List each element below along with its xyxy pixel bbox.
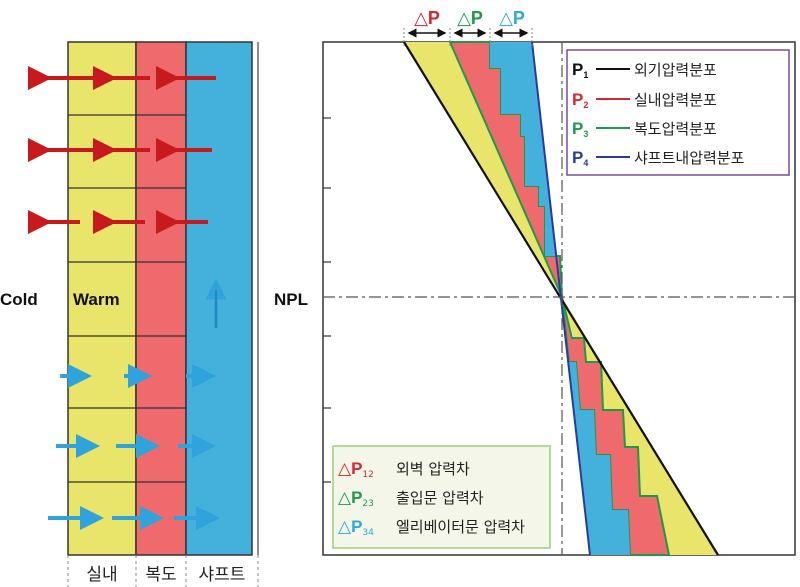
- svg-text:엘리베이터문 압력차: 엘리베이터문 압력차: [396, 518, 525, 536]
- delta-p12-top-label: △P: [414, 8, 440, 29]
- p4-shaft-pressure-line: [531, 41, 591, 556]
- svg-text:복도압력분포: 복도압력분포: [634, 120, 717, 138]
- svg-text:출입문 압력차: 출입문 압력차: [396, 489, 484, 507]
- inflow-arrows: [48, 364, 220, 530]
- area-legend-box: [332, 445, 551, 549]
- building-section: Cold Warm 실내 복도 샤프트: [0, 41, 259, 587]
- svg-text:샤프트내압력분포: 샤프트내압력분포: [634, 149, 745, 167]
- legend-item-p4: P4 샤프트내압력분포: [572, 148, 745, 168]
- zone-label-indoor: 실내: [86, 565, 117, 585]
- zone-label-dividers: [67, 555, 259, 587]
- svg-text:P3: P3: [572, 119, 588, 139]
- svg-text:P1: P1: [572, 60, 588, 80]
- legend-item-p1: P1 외기압력분포: [572, 60, 717, 80]
- corridor-zone: [135, 41, 187, 556]
- pressure-line-legend: P1 외기압력분포 P2 실내압력분포 P3 복도압력분포 P4 샤프트내압력분…: [566, 49, 790, 176]
- svg-text:△P23: △P23: [338, 488, 374, 509]
- indoor-zone: [67, 41, 137, 556]
- floor-lines: [68, 114, 186, 483]
- svg-text:외기압력분포: 외기압력분포: [634, 61, 717, 79]
- legend-item-p2: P2 실내압력분포: [572, 90, 717, 110]
- legend-item-dp34: △P34 엘리베이터문 압력차: [338, 517, 525, 538]
- zone-label-corridor: 복도: [145, 565, 176, 585]
- pressure-difference-legend: △P12 외벽 압력차 △P23 출입문 압력차 △P34 엘리베이터문 압력차: [332, 445, 551, 549]
- delta-p34-area-lower: [562, 297, 630, 555]
- svg-text:△P12: △P12: [338, 459, 374, 480]
- delta-p-top-markers: △P △P △P: [403, 8, 533, 46]
- delta-p34-area-upper: [490, 42, 562, 297]
- indoor-label: Warm: [73, 290, 120, 309]
- height-axis-ticks: [323, 117, 331, 483]
- outside-label: Cold: [0, 290, 38, 309]
- zone-label-shaft: 샤프트: [199, 565, 246, 585]
- pressure-diagram: NPL △P △P △P P1 외: [274, 8, 796, 556]
- npl-label: NPL: [274, 290, 308, 309]
- svg-text:실내압력분포: 실내압력분포: [634, 91, 717, 109]
- svg-text:△P34: △P34: [338, 517, 374, 538]
- legend-item-dp12: △P12 외벽 압력차: [338, 459, 470, 480]
- delta-p23-top-label: △P: [457, 8, 483, 29]
- shaft-zone: [185, 41, 253, 556]
- svg-text:외벽 압력차: 외벽 압력차: [396, 460, 470, 478]
- outflow-arrows: [27, 66, 216, 234]
- svg-text:P4: P4: [572, 148, 588, 168]
- delta-p34-top-label: △P: [499, 8, 525, 29]
- legend-box: [566, 49, 790, 176]
- svg-text:P2: P2: [572, 90, 588, 110]
- legend-item-dp23: △P23 출입문 압력차: [338, 488, 484, 509]
- legend-item-p3: P3 복도압력분포: [572, 119, 717, 139]
